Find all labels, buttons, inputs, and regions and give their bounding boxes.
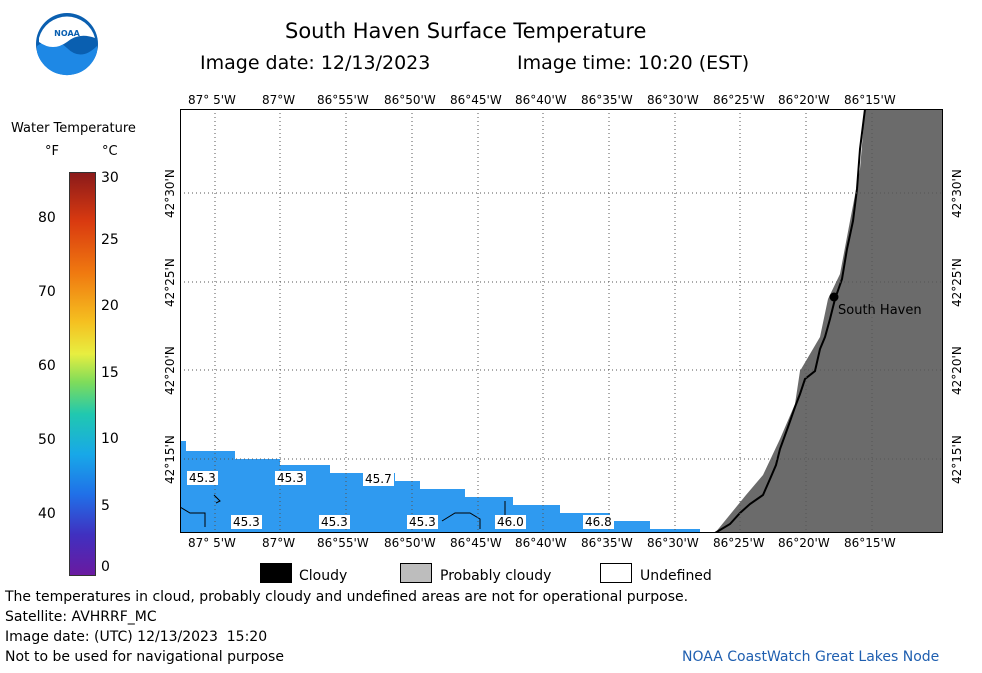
lon-label: 86°30'W: [647, 93, 699, 107]
f-tick: 50: [38, 432, 56, 448]
lon-label: 87° 5'W: [188, 93, 236, 107]
probably-cloudy-swatch: [400, 563, 432, 583]
sst-label: 46.8: [583, 515, 614, 529]
sst-label: 45.3: [187, 471, 218, 485]
f-tick: 60: [38, 358, 56, 374]
noaa-logo-text: NOAA: [54, 29, 80, 38]
lon-label: 86°45'W: [450, 536, 502, 550]
lat-label: 42°20'N: [163, 346, 177, 395]
undefined-label: Undefined: [640, 568, 712, 584]
lon-label: 86°55'W: [317, 536, 369, 550]
lon-label: 87°W: [262, 93, 296, 107]
c-tick: 25: [101, 232, 119, 248]
sst-label: 45.3: [407, 515, 438, 529]
c-tick: 5: [101, 498, 110, 514]
lon-label: 86°30'W: [647, 536, 699, 550]
sst-label: 46.0: [495, 515, 526, 529]
lat-label: 42°30'N: [950, 169, 964, 218]
sst-label: 45.7: [363, 472, 394, 486]
lon-label: 86°55'W: [317, 93, 369, 107]
lat-label: 42°25'N: [950, 258, 964, 307]
city-label: South Haven: [838, 303, 922, 318]
probably-cloudy-label: Probably cloudy: [440, 568, 552, 584]
credit: NOAA CoastWatch Great Lakes Node: [682, 649, 940, 665]
c-tick: 20: [101, 298, 119, 314]
c-tick: 10: [101, 431, 119, 447]
lon-label: 86°50'W: [384, 536, 436, 550]
lon-label: 86°20'W: [778, 536, 830, 550]
image-time: Image time: 10:20 (EST): [517, 52, 750, 74]
lat-label: 42°15'N: [950, 435, 964, 484]
unit-celsius: °C: [102, 144, 118, 159]
undefined-swatch: [600, 563, 632, 583]
f-tick: 40: [38, 506, 56, 522]
shoreline: [714, 109, 866, 533]
map-title: South Haven Surface Temperature: [285, 19, 647, 43]
utc-date: Image date: (UTC) 12/13/2023 15:20: [5, 629, 268, 645]
lon-label: 87°W: [262, 536, 296, 550]
lat-label: 42°15'N: [163, 435, 177, 484]
temperature-colorbar: [69, 172, 96, 576]
sst-swath: [180, 441, 700, 533]
disclaimer: The temperatures in cloud, probably clou…: [5, 589, 689, 605]
lat-label: 42°30'N: [163, 169, 177, 218]
lat-label: 42°25'N: [163, 258, 177, 307]
cloudy-swatch: [260, 563, 292, 583]
lon-label: 86°25'W: [713, 93, 765, 107]
lon-label: 86°25'W: [713, 536, 765, 550]
sst-map: [180, 109, 943, 533]
cloudy-label: Cloudy: [299, 568, 348, 584]
noaa-logo: NOAA: [36, 13, 98, 76]
image-date: Image date: 12/13/2023: [200, 52, 431, 74]
f-tick: 80: [38, 210, 56, 226]
south-haven-marker: [829, 292, 839, 302]
c-tick: 15: [101, 365, 119, 381]
nav-warning: Not to be used for navigational purpose: [5, 649, 284, 665]
lon-label: 86°45'W: [450, 93, 502, 107]
lat-label: 42°20'N: [950, 346, 964, 395]
satellite: Satellite: AVHRRF_MC: [5, 609, 157, 625]
lon-label: 86°40'W: [515, 536, 567, 550]
lon-label: 86°40'W: [515, 93, 567, 107]
sst-label: 45.3: [319, 515, 350, 529]
c-tick: 0: [101, 559, 110, 575]
sst-label: 45.3: [275, 471, 306, 485]
f-tick: 70: [38, 284, 56, 300]
lon-label: 86°50'W: [384, 93, 436, 107]
lon-label: 86°15'W: [844, 93, 896, 107]
sst-label: 45.3: [231, 515, 262, 529]
lon-label: 86°15'W: [844, 536, 896, 550]
c-tick: 30: [101, 170, 119, 186]
lon-label: 86°35'W: [581, 536, 633, 550]
lon-label: 86°20'W: [778, 93, 830, 107]
colorbar-title: Water Temperature: [11, 121, 136, 136]
lon-label: 86°35'W: [581, 93, 633, 107]
lon-label: 87° 5'W: [188, 536, 236, 550]
unit-fahrenheit: °F: [45, 144, 59, 159]
